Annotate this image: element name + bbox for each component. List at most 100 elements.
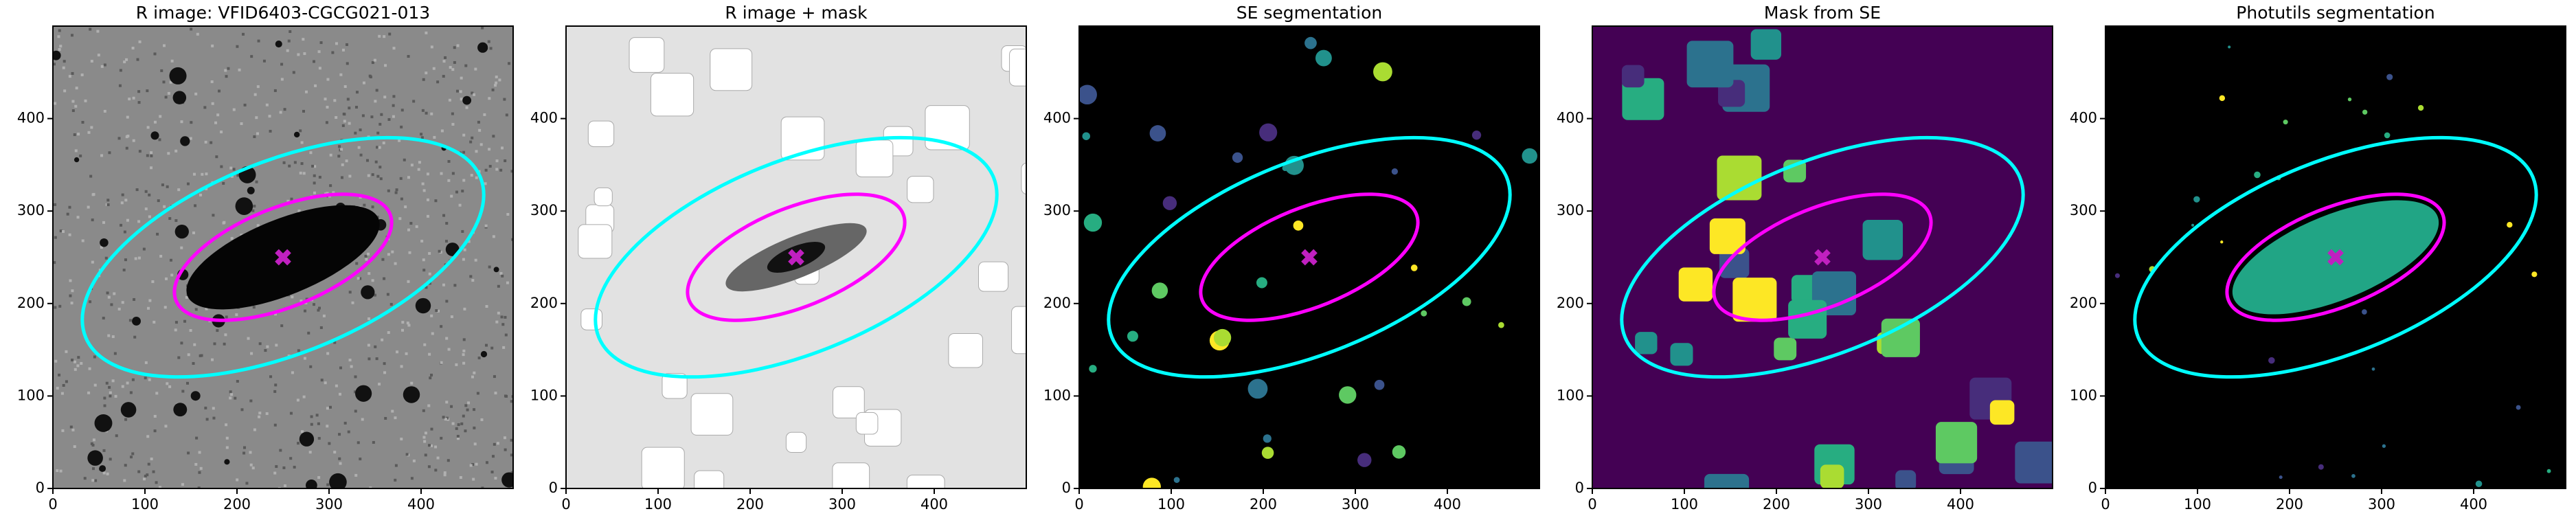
- noise: [504, 448, 507, 451]
- noise: [123, 60, 126, 64]
- noise: [445, 401, 449, 404]
- noise: [292, 71, 295, 74]
- image: [1592, 26, 2053, 488]
- y-tick-label: 400: [1043, 110, 1071, 126]
- star: [293, 131, 300, 138]
- noise: [53, 63, 56, 66]
- noise: [464, 429, 467, 433]
- noise: [289, 457, 293, 460]
- noise: [234, 396, 237, 400]
- y-tick-label: 300: [17, 202, 45, 218]
- noise: [324, 381, 327, 385]
- noise: [422, 436, 426, 439]
- noise: [210, 141, 213, 144]
- noise: [223, 342, 226, 346]
- star: [361, 285, 375, 300]
- noise: [194, 92, 198, 95]
- segment: [2114, 273, 2120, 278]
- noise: [317, 306, 321, 310]
- noise: [303, 52, 306, 56]
- noise: [326, 483, 330, 486]
- noise: [451, 122, 455, 126]
- noise: [430, 314, 433, 317]
- noise: [492, 235, 495, 238]
- noise: [289, 30, 292, 33]
- star: [190, 391, 201, 401]
- noise: [183, 319, 187, 323]
- noise: [499, 271, 503, 275]
- noise: [71, 289, 74, 293]
- noise: [194, 308, 198, 311]
- noise: [129, 455, 133, 459]
- noise: [229, 166, 233, 170]
- noise: [424, 453, 427, 457]
- noise: [473, 93, 476, 96]
- noise: [379, 122, 382, 126]
- noise: [54, 236, 57, 239]
- noise: [410, 164, 414, 167]
- noise: [155, 481, 158, 484]
- noise: [225, 315, 228, 319]
- segment: [1259, 123, 1278, 142]
- noise: [148, 378, 151, 381]
- noise: [485, 305, 488, 308]
- center-marker: [1301, 249, 1318, 266]
- noise: [436, 456, 440, 460]
- noise: [121, 301, 124, 304]
- noise: [462, 338, 466, 341]
- y-tick-label: 300: [1043, 202, 1071, 218]
- y-tick-label: 200: [17, 295, 45, 311]
- noise: [388, 32, 392, 36]
- y-tick-label: 100: [17, 387, 45, 403]
- noise: [103, 396, 106, 400]
- noise: [338, 145, 341, 148]
- mask-box: [1895, 470, 1917, 488]
- noise: [137, 220, 141, 223]
- image: [53, 26, 513, 488]
- mask-box: [855, 139, 894, 177]
- y-tick-label: 100: [2070, 387, 2097, 403]
- image: [2105, 26, 2566, 488]
- y-tick-label: 200: [1557, 295, 1584, 311]
- noise: [497, 311, 500, 315]
- segment: [1089, 365, 1097, 373]
- noise: [359, 277, 362, 280]
- noise: [345, 159, 348, 163]
- segment: [2362, 309, 2367, 315]
- noise: [422, 78, 425, 81]
- x-tick-label: 400: [1947, 496, 1974, 513]
- noise: [147, 462, 150, 466]
- noise: [180, 246, 183, 249]
- mask-box: [1709, 218, 1745, 254]
- noise: [348, 122, 351, 125]
- noise: [155, 392, 159, 395]
- noise: [415, 225, 418, 228]
- noise: [432, 67, 436, 70]
- noise: [181, 483, 184, 486]
- segment: [1304, 36, 1317, 49]
- outer-ellipse: [1107, 135, 1512, 379]
- noise: [499, 168, 503, 172]
- noise: [297, 209, 301, 212]
- panel-title: SE segmentation: [1236, 3, 1382, 23]
- noise: [449, 66, 452, 69]
- noise: [444, 418, 447, 421]
- noise: [440, 436, 443, 440]
- noise: [269, 375, 273, 379]
- y-tick-label: 0: [2088, 480, 2097, 496]
- noise: [109, 394, 112, 398]
- noise: [339, 73, 343, 76]
- noise: [124, 258, 127, 262]
- noise: [168, 385, 172, 388]
- noise: [213, 342, 216, 346]
- noise: [444, 56, 447, 59]
- noise: [428, 272, 431, 275]
- x-tick-label: 400: [920, 496, 948, 513]
- x-tick-label: 300: [1342, 496, 1369, 513]
- noise: [495, 159, 499, 163]
- noise: [122, 269, 126, 272]
- noise: [346, 62, 349, 65]
- y-tick-label: 200: [530, 295, 558, 311]
- noise: [288, 164, 291, 168]
- noise: [407, 324, 411, 327]
